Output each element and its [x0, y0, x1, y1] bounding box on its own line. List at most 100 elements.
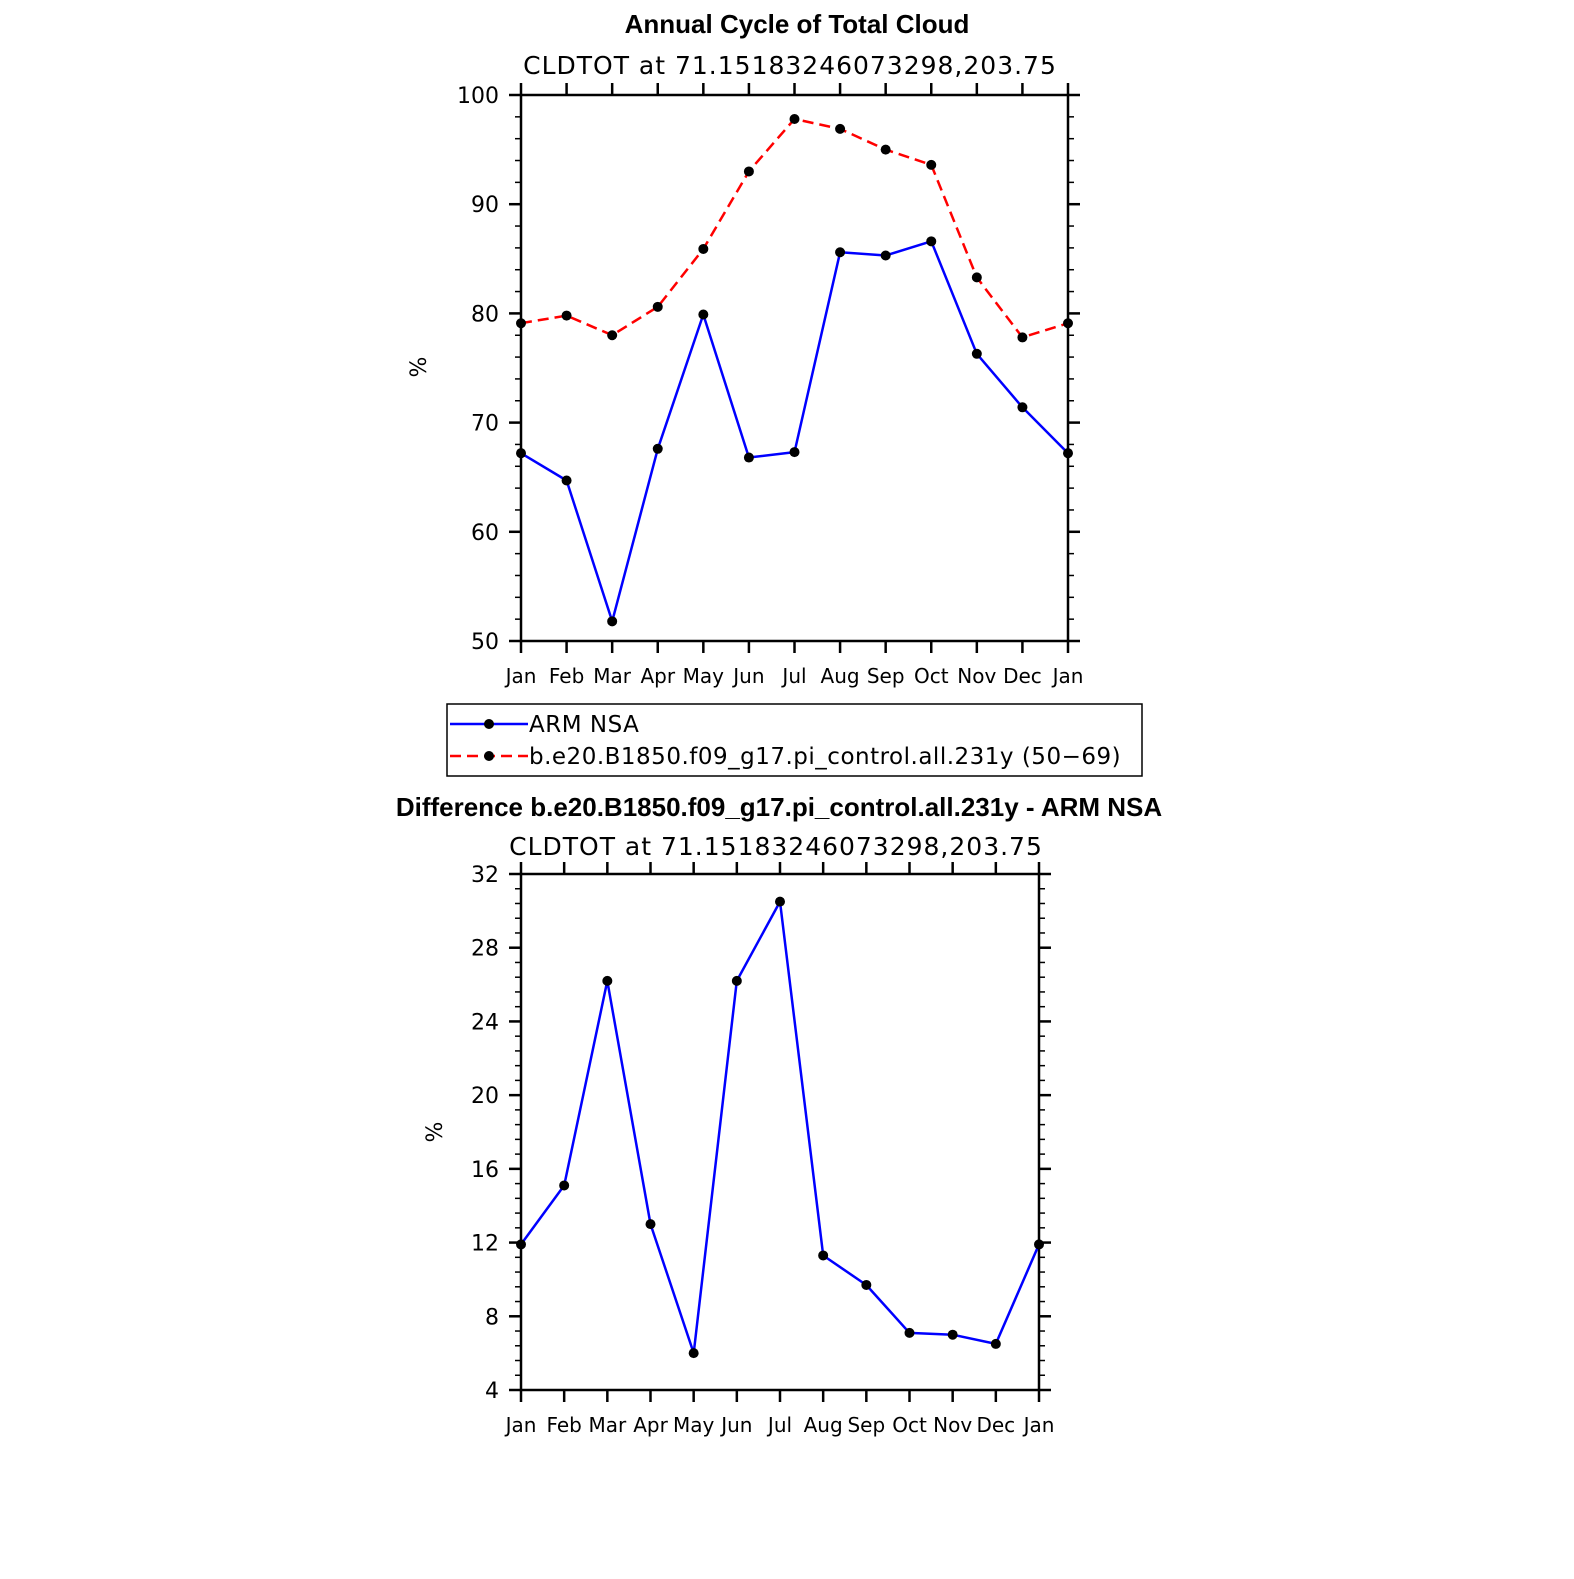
series-0-point: [861, 1279, 872, 1290]
series-0-point: [990, 1338, 1001, 1349]
axes: 4 8 12 16 20 24 28 32 Jan Feb Mar Apr May Jun Jul Aug Se…: [471, 862, 1054, 1437]
chart-subtitle: CLDTOT at 71.15183246073298,203.75: [523, 51, 1057, 80]
x-tick-label: Aug: [804, 1413, 843, 1437]
x-tick-label: Jun: [731, 664, 764, 688]
x-tick-label: Oct: [892, 1413, 927, 1437]
series-1-point: [1017, 332, 1028, 343]
y-tick-label: 8: [485, 1305, 499, 1330]
series-1-point: [561, 310, 572, 321]
series-0-point: [688, 1348, 699, 1359]
series-0-point: [775, 896, 785, 907]
chart-subtitle: CLDTOT at 71.15183246073298,203.75: [509, 832, 1043, 861]
x-tick-label: Mar: [593, 664, 632, 688]
x-tick-label: Sep: [847, 1413, 885, 1437]
y-tick-label: 28: [471, 937, 499, 962]
series-0-point: [926, 236, 937, 247]
y-tick-label: 32: [471, 863, 499, 888]
y-tick-label: 70: [471, 412, 499, 437]
series-1-point: [1063, 318, 1073, 329]
series-0-point: [743, 452, 754, 463]
series-0-point: [1063, 448, 1073, 459]
x-tick-label: May: [683, 664, 725, 688]
x-tick-label: Jul: [766, 1413, 792, 1437]
y-tick-label: 20: [471, 1084, 499, 1109]
plot-frame: [519, 872, 1041, 1392]
x-tick-label: Oct: [914, 664, 949, 688]
x-tick-label: Apr: [633, 1413, 668, 1437]
series-1-point: [743, 166, 754, 177]
series-0-point: [818, 1250, 829, 1261]
series-0-point: [731, 975, 742, 986]
y-tick-label: 50: [471, 630, 499, 655]
legend-marker-arm-nsa: [484, 719, 494, 729]
x-tick-label: Feb: [546, 1413, 581, 1437]
series-0-point: [652, 443, 663, 454]
legend-label-model: b.e20.B1850.f09_g17.pi_control.all.231y …: [529, 744, 1121, 770]
series-1-point: [971, 272, 982, 283]
y-axis-label: %: [423, 1122, 448, 1143]
series-1-point: [607, 330, 618, 341]
series-0-point: [602, 975, 613, 986]
plot-frame: [519, 93, 1070, 643]
series-1-point: [652, 301, 663, 312]
series-1-point: [835, 123, 846, 134]
x-tick-label: Jan: [504, 664, 537, 688]
y-tick-label: 80: [471, 302, 499, 327]
series-0-point: [880, 250, 891, 261]
series-1-point: [880, 144, 891, 155]
series-line-0: [519, 900, 1041, 1355]
series-0-point: [1034, 1239, 1044, 1250]
series-1-point: [926, 159, 937, 170]
y-tick-label: 16: [471, 1158, 499, 1183]
x-tick-label: Sep: [867, 664, 905, 688]
plot-series: [516, 114, 1073, 627]
x-tick-label: Jan: [504, 1413, 537, 1437]
x-tick-label: Nov: [957, 664, 996, 688]
x-tick-label: Aug: [821, 664, 860, 688]
series-line-1: [520, 117, 1069, 339]
axes: 50 60 70 80 90 100 Jan Feb Mar Apr May Jun Jul Aug Sep…: [457, 83, 1083, 688]
series-0-point: [789, 447, 800, 458]
series-line-0: [520, 240, 1069, 623]
legend-label-arm-nsa: ARM NSA: [529, 712, 639, 738]
y-axis-label: %: [407, 357, 432, 378]
chart-title: Difference b.e20.B1850.f09_g17.pi_contro…: [396, 792, 1163, 822]
legend-marker-model: [484, 751, 494, 761]
series-0-point: [607, 616, 618, 627]
series-0-point: [1017, 402, 1028, 413]
x-tick-label: Jan: [1051, 664, 1084, 688]
y-tick-label: 12: [471, 1232, 499, 1257]
series-0-point: [559, 1180, 570, 1191]
legend: ARM NSA b.e20.B1850.f09_g17.pi_control.a…: [446, 703, 1143, 777]
series-0-point: [947, 1329, 958, 1340]
y-tick-label: 4: [485, 1379, 499, 1404]
x-tick-label: Jun: [719, 1413, 752, 1437]
series-0-point: [698, 309, 709, 320]
x-tick-label: May: [673, 1413, 715, 1437]
x-tick-label: Jan: [1022, 1413, 1055, 1437]
x-tick-label: Nov: [933, 1413, 972, 1437]
series-1-point: [698, 243, 709, 254]
series-0-point: [904, 1327, 915, 1338]
series-1-point: [516, 318, 526, 329]
legend-box: [446, 703, 1143, 777]
series-0-point: [835, 247, 846, 258]
chart-title: Annual Cycle of Total Cloud: [625, 9, 970, 39]
y-tick-label: 60: [471, 521, 499, 546]
y-tick-label: 90: [471, 193, 499, 218]
series-0-point: [561, 475, 572, 486]
x-tick-label: Dec: [976, 1413, 1015, 1437]
x-tick-label: Mar: [588, 1413, 627, 1437]
y-tick-label: 24: [471, 1010, 499, 1035]
plot-series: [516, 896, 1044, 1359]
annual-cycle-chart: Annual Cycle of Total Cloud CLDTOT at 71…: [407, 9, 1083, 688]
series-0-point: [645, 1219, 656, 1230]
x-tick-label: Apr: [640, 664, 675, 688]
series-1-point: [789, 114, 800, 125]
x-tick-label: Jul: [780, 664, 806, 688]
series-0-point: [516, 1239, 526, 1250]
difference-chart: Difference b.e20.B1850.f09_g17.pi_contro…: [396, 792, 1163, 1437]
series-0-point: [971, 348, 982, 359]
